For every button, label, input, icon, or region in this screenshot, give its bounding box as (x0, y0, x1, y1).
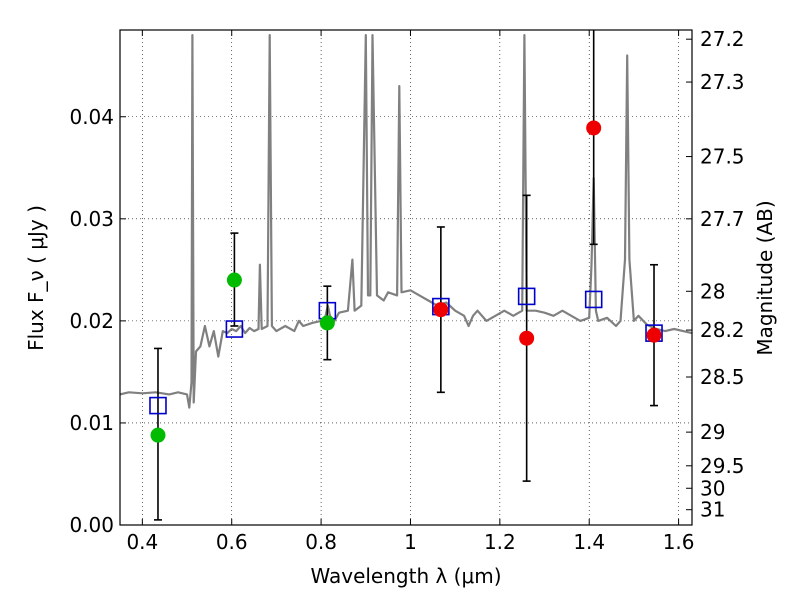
observed-point (319, 315, 335, 331)
x-tick-label: 0.4 (126, 530, 158, 554)
observed-point (150, 427, 166, 443)
observed-point (646, 327, 662, 343)
observed-point (519, 330, 535, 346)
magnitude-tick-label: 27.7 (700, 207, 745, 231)
x-tick-label: 0.8 (305, 530, 337, 554)
magnitude-tick-label: 31 (700, 498, 725, 522)
magnitude-tick-label: 28.2 (700, 318, 745, 342)
observed-point (226, 272, 242, 288)
y-axis-label-right: Magnitude (AB) (753, 200, 777, 355)
plot-frame (119, 29, 693, 526)
x-tick-label: 0.6 (216, 530, 248, 554)
magnitude-tick-label: 27.3 (700, 70, 745, 94)
error-bars (149, 30, 663, 521)
magnitude-tick-label: 30 (700, 476, 725, 500)
plot-area (120, 30, 692, 525)
observed-point (433, 302, 449, 318)
model-band-square (149, 396, 167, 415)
x-tick-label: 1.2 (484, 530, 516, 554)
magnitude-tick-label: 28 (700, 279, 725, 303)
y-tick-label: 0.03 (69, 207, 114, 231)
x-axis-label: Wavelength λ (μm) (310, 564, 501, 588)
axes: 0.4 0.6 0.8 1 1.2 1.4 1.6 0.00 0.01 0.02 0.03 0.04 2… (69, 27, 744, 554)
x-tick-label: 1.6 (663, 530, 695, 554)
x-tick-label: 1 (404, 530, 417, 554)
magnitude-tick-label: 29.5 (700, 454, 745, 478)
magnitude-tick-label: 27.5 (700, 145, 745, 169)
model-band-square (517, 287, 536, 306)
model-band-square (584, 290, 603, 309)
magnitude-tick-label: 28.5 (700, 365, 745, 389)
y-axis-label-left: Flux F_ν ( μJy ) (24, 205, 48, 351)
magnitude-tick-label: 27.2 (700, 27, 745, 51)
model-band-square (225, 320, 244, 338)
y-tick-label: 0.00 (69, 513, 114, 537)
observed-point (586, 120, 602, 136)
x-tick-label: 1.4 (573, 530, 605, 554)
magnitude-tick-label: 29 (700, 420, 725, 444)
y-tick-label: 0.04 (69, 105, 114, 129)
y-tick-label: 0.01 (69, 411, 114, 435)
y-tick-label: 0.02 (69, 309, 114, 333)
error-bar (589, 30, 598, 246)
